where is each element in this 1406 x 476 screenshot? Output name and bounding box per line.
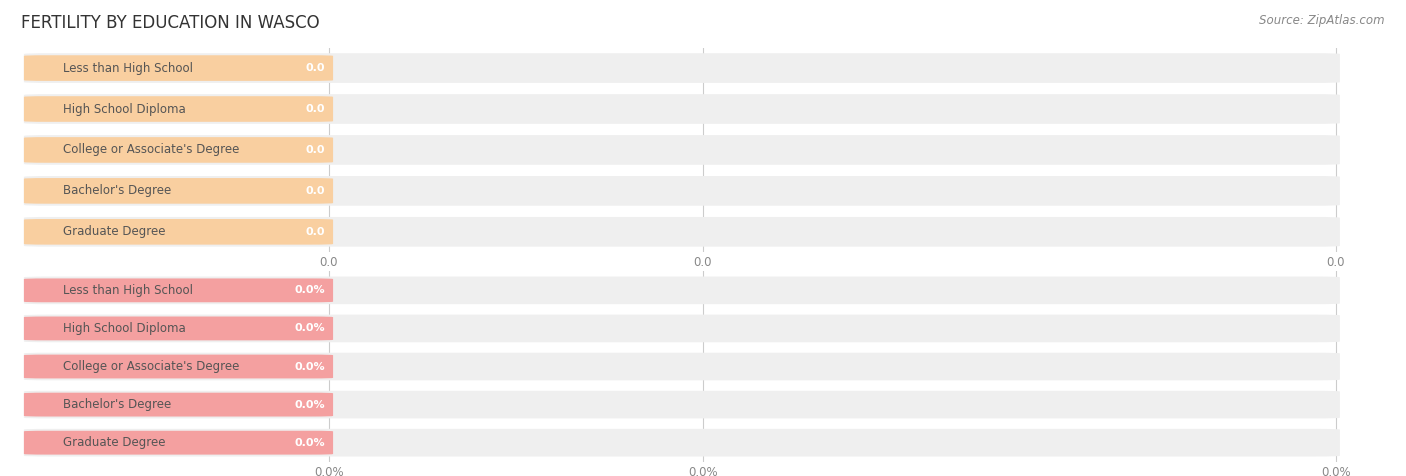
Text: Bachelor's Degree: Bachelor's Degree: [63, 184, 172, 198]
Text: Bachelor's Degree: Bachelor's Degree: [63, 398, 172, 411]
Text: FERTILITY BY EDUCATION IN WASCO: FERTILITY BY EDUCATION IN WASCO: [21, 14, 319, 32]
FancyBboxPatch shape: [24, 391, 1340, 418]
FancyBboxPatch shape: [24, 317, 333, 340]
FancyBboxPatch shape: [24, 429, 1340, 456]
FancyBboxPatch shape: [24, 55, 333, 81]
Text: 0.0%: 0.0%: [294, 361, 325, 372]
FancyBboxPatch shape: [24, 353, 1340, 380]
Text: Graduate Degree: Graduate Degree: [63, 436, 166, 449]
FancyBboxPatch shape: [24, 219, 333, 245]
FancyBboxPatch shape: [24, 393, 333, 416]
FancyBboxPatch shape: [24, 94, 1340, 124]
Text: College or Associate's Degree: College or Associate's Degree: [63, 143, 239, 157]
FancyBboxPatch shape: [24, 96, 333, 122]
FancyBboxPatch shape: [24, 135, 1340, 165]
Text: High School Diploma: High School Diploma: [63, 102, 186, 116]
Text: 0.0: 0.0: [305, 227, 325, 237]
Text: Source: ZipAtlas.com: Source: ZipAtlas.com: [1260, 14, 1385, 27]
Text: 0.0: 0.0: [305, 104, 325, 114]
Text: 0.0%: 0.0%: [294, 285, 325, 296]
Text: 0.0%: 0.0%: [294, 399, 325, 410]
FancyBboxPatch shape: [24, 431, 333, 455]
Text: 0.0%: 0.0%: [294, 323, 325, 334]
FancyBboxPatch shape: [24, 278, 333, 302]
Text: 0.0: 0.0: [305, 186, 325, 196]
Text: 0.0%: 0.0%: [294, 437, 325, 448]
FancyBboxPatch shape: [24, 137, 333, 163]
FancyBboxPatch shape: [24, 53, 1340, 83]
FancyBboxPatch shape: [24, 355, 333, 378]
Text: 0.0: 0.0: [305, 145, 325, 155]
FancyBboxPatch shape: [24, 176, 1340, 206]
FancyBboxPatch shape: [24, 315, 1340, 342]
Text: Less than High School: Less than High School: [63, 61, 193, 75]
Text: Less than High School: Less than High School: [63, 284, 193, 297]
FancyBboxPatch shape: [24, 217, 1340, 247]
FancyBboxPatch shape: [24, 277, 1340, 304]
Text: 0.0: 0.0: [305, 63, 325, 73]
Text: College or Associate's Degree: College or Associate's Degree: [63, 360, 239, 373]
FancyBboxPatch shape: [24, 178, 333, 204]
Text: High School Diploma: High School Diploma: [63, 322, 186, 335]
Text: Graduate Degree: Graduate Degree: [63, 225, 166, 238]
